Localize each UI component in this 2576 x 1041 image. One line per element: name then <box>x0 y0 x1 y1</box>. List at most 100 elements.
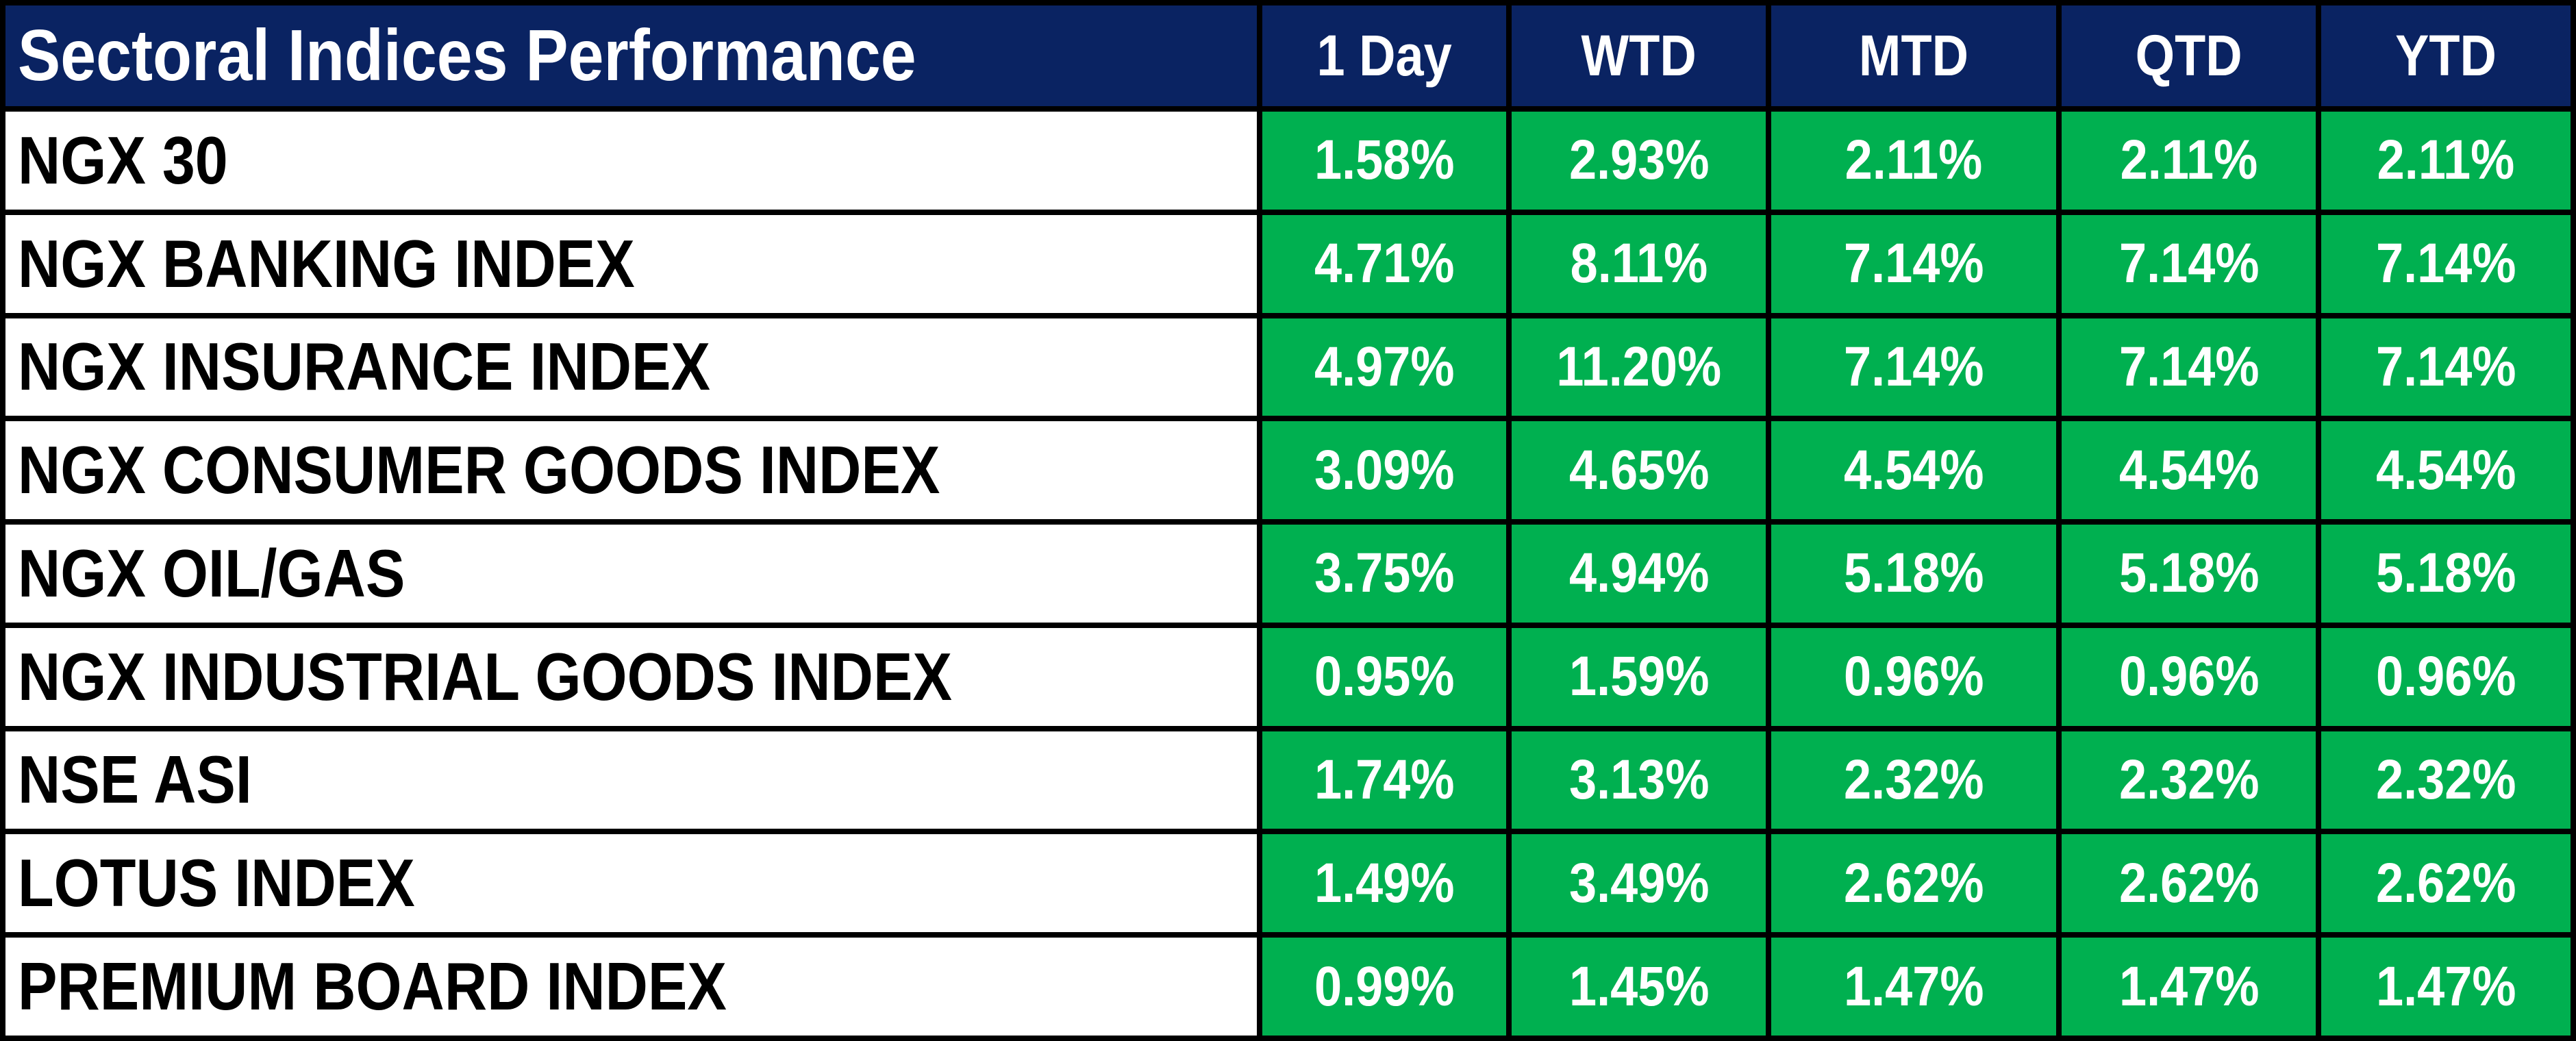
value-text: 3.75% <box>1314 542 1455 605</box>
value-text: 7.14% <box>2118 335 2260 398</box>
value-cell: 2.93% <box>1506 106 1772 215</box>
value-cell: 2.62% <box>2316 829 2576 938</box>
value-cell: 1.47% <box>2056 932 2322 1041</box>
row-ngx-banking-index: NGX BANKING INDEX 4.71% 8.11% 7.14% 7.14… <box>0 209 2576 318</box>
row-label-text: NGX 30 <box>18 122 228 198</box>
value-text: 4.94% <box>1568 542 1710 605</box>
value-text: 0.96% <box>2118 645 2260 708</box>
row-label-text: NGX INSURANCE INDEX <box>18 329 711 405</box>
value-text: 7.14% <box>2375 335 2516 398</box>
value-text: 11.20% <box>1556 335 1722 398</box>
value-text: 4.71% <box>1314 232 1455 295</box>
value-cell: 2.32% <box>2056 725 2322 835</box>
value-text: 2.11% <box>2120 129 2258 192</box>
value-cell: 2.62% <box>1766 829 2062 938</box>
value-text: 5.18% <box>1844 542 1984 605</box>
value-text: 2.32% <box>2375 748 2516 811</box>
value-cell: 1.49% <box>1257 829 1512 938</box>
value-text: 0.96% <box>2375 645 2516 708</box>
value-text: 5.18% <box>2118 542 2260 605</box>
value-text: 7.14% <box>2118 232 2260 295</box>
value-text: 1.74% <box>1314 748 1455 811</box>
row-ngx-consumer-goods-index: NGX CONSUMER GOODS INDEX 3.09% 4.65% 4.5… <box>0 416 2576 525</box>
value-text: 7.14% <box>1844 335 1984 398</box>
column-header-qtd: QTD <box>2056 0 2322 112</box>
value-text: 2.11% <box>1845 129 1983 192</box>
value-text: 2.62% <box>2375 851 2516 914</box>
table-title-text: Sectoral Indices Performance <box>18 15 916 96</box>
value-cell: 8.11% <box>1506 209 1772 318</box>
column-header-mtd: MTD <box>1766 0 2062 112</box>
value-cell: 1.47% <box>2316 932 2576 1041</box>
value-cell: 5.18% <box>1766 519 2062 628</box>
row-label-text: LOTUS INDEX <box>18 845 415 921</box>
row-ngx-oil-gas: NGX OIL/GAS 3.75% 4.94% 5.18% 5.18% 5.18… <box>0 519 2576 628</box>
row-lotus-index: LOTUS INDEX 1.49% 3.49% 2.62% 2.62% 2.62… <box>0 829 2576 938</box>
value-cell: 0.96% <box>2056 622 2322 731</box>
column-header-wtd: WTD <box>1506 0 1772 112</box>
value-text: 1.59% <box>1568 645 1710 708</box>
row-label: NGX CONSUMER GOODS INDEX <box>0 416 1263 525</box>
row-ngx-insurance-index: NGX INSURANCE INDEX 4.97% 11.20% 7.14% 7… <box>0 312 2576 422</box>
row-label: NSE ASI <box>0 725 1263 835</box>
value-cell: 7.14% <box>2316 209 2576 318</box>
value-cell: 1.47% <box>1766 932 2062 1041</box>
row-label-text: NSE ASI <box>18 742 252 818</box>
value-text: 8.11% <box>1570 232 1708 295</box>
value-cell: 7.14% <box>2056 209 2322 318</box>
row-label-text: NGX CONSUMER GOODS INDEX <box>18 432 940 508</box>
value-cell: 7.14% <box>1766 209 2062 318</box>
value-cell: 5.18% <box>2316 519 2576 628</box>
value-text: 7.14% <box>1844 232 1984 295</box>
value-text: 4.54% <box>1844 438 1984 501</box>
column-header-text: YTD <box>2395 23 2497 88</box>
value-text: 5.18% <box>2375 542 2516 605</box>
row-label-text: PREMIUM BOARD INDEX <box>18 949 727 1025</box>
row-label: NGX BANKING INDEX <box>0 209 1263 318</box>
row-label-text: NGX OIL/GAS <box>18 535 405 611</box>
value-text: 2.32% <box>2118 748 2260 811</box>
row-label: NGX INDUSTRIAL GOODS INDEX <box>0 622 1263 731</box>
value-text: 0.96% <box>1844 645 1984 708</box>
value-cell: 2.11% <box>2056 106 2322 215</box>
header-row: Sectoral Indices Performance 1 Day WTD M… <box>0 0 2576 112</box>
value-text: 4.97% <box>1314 335 1455 398</box>
row-label: NGX INSURANCE INDEX <box>0 312 1263 422</box>
column-header-ytd: YTD <box>2316 0 2576 112</box>
column-header-text: MTD <box>1859 23 1969 88</box>
column-header-1-day: 1 Day <box>1257 0 1512 112</box>
value-cell: 11.20% <box>1506 312 1772 422</box>
row-label: NGX OIL/GAS <box>0 519 1263 628</box>
value-cell: 4.54% <box>2056 416 2322 525</box>
value-cell: 1.45% <box>1506 932 1772 1041</box>
row-ngx-30: NGX 30 1.58% 2.93% 2.11% 2.11% 2.11% <box>0 106 2576 215</box>
value-text: 2.11% <box>2377 129 2515 192</box>
row-label: PREMIUM BOARD INDEX <box>0 932 1263 1041</box>
value-cell: 2.32% <box>2316 725 2576 835</box>
value-cell: 1.74% <box>1257 725 1512 835</box>
value-text: 3.13% <box>1568 748 1710 811</box>
value-cell: 1.59% <box>1506 622 1772 731</box>
value-cell: 7.14% <box>1766 312 2062 422</box>
value-cell: 4.54% <box>1766 416 2062 525</box>
value-text: 1.47% <box>1844 955 1984 1018</box>
value-text: 4.54% <box>2118 438 2260 501</box>
value-text: 7.14% <box>2375 232 2516 295</box>
value-cell: 7.14% <box>2056 312 2322 422</box>
value-text: 2.62% <box>1844 851 1984 914</box>
value-text: 2.93% <box>1568 129 1710 192</box>
value-text: 1.45% <box>1568 955 1710 1018</box>
value-cell: 0.95% <box>1257 622 1512 731</box>
row-label: LOTUS INDEX <box>0 829 1263 938</box>
column-header-text: 1 Day <box>1316 23 1452 88</box>
value-text: 0.95% <box>1314 645 1455 708</box>
value-cell: 3.09% <box>1257 416 1512 525</box>
value-cell: 4.54% <box>2316 416 2576 525</box>
row-label-text: NGX BANKING INDEX <box>18 225 635 301</box>
value-text: 0.99% <box>1314 955 1455 1018</box>
value-text: 2.62% <box>2118 851 2260 914</box>
value-text: 3.09% <box>1314 438 1455 501</box>
value-text: 1.47% <box>2375 955 2516 1018</box>
value-text: 1.47% <box>2118 955 2260 1018</box>
